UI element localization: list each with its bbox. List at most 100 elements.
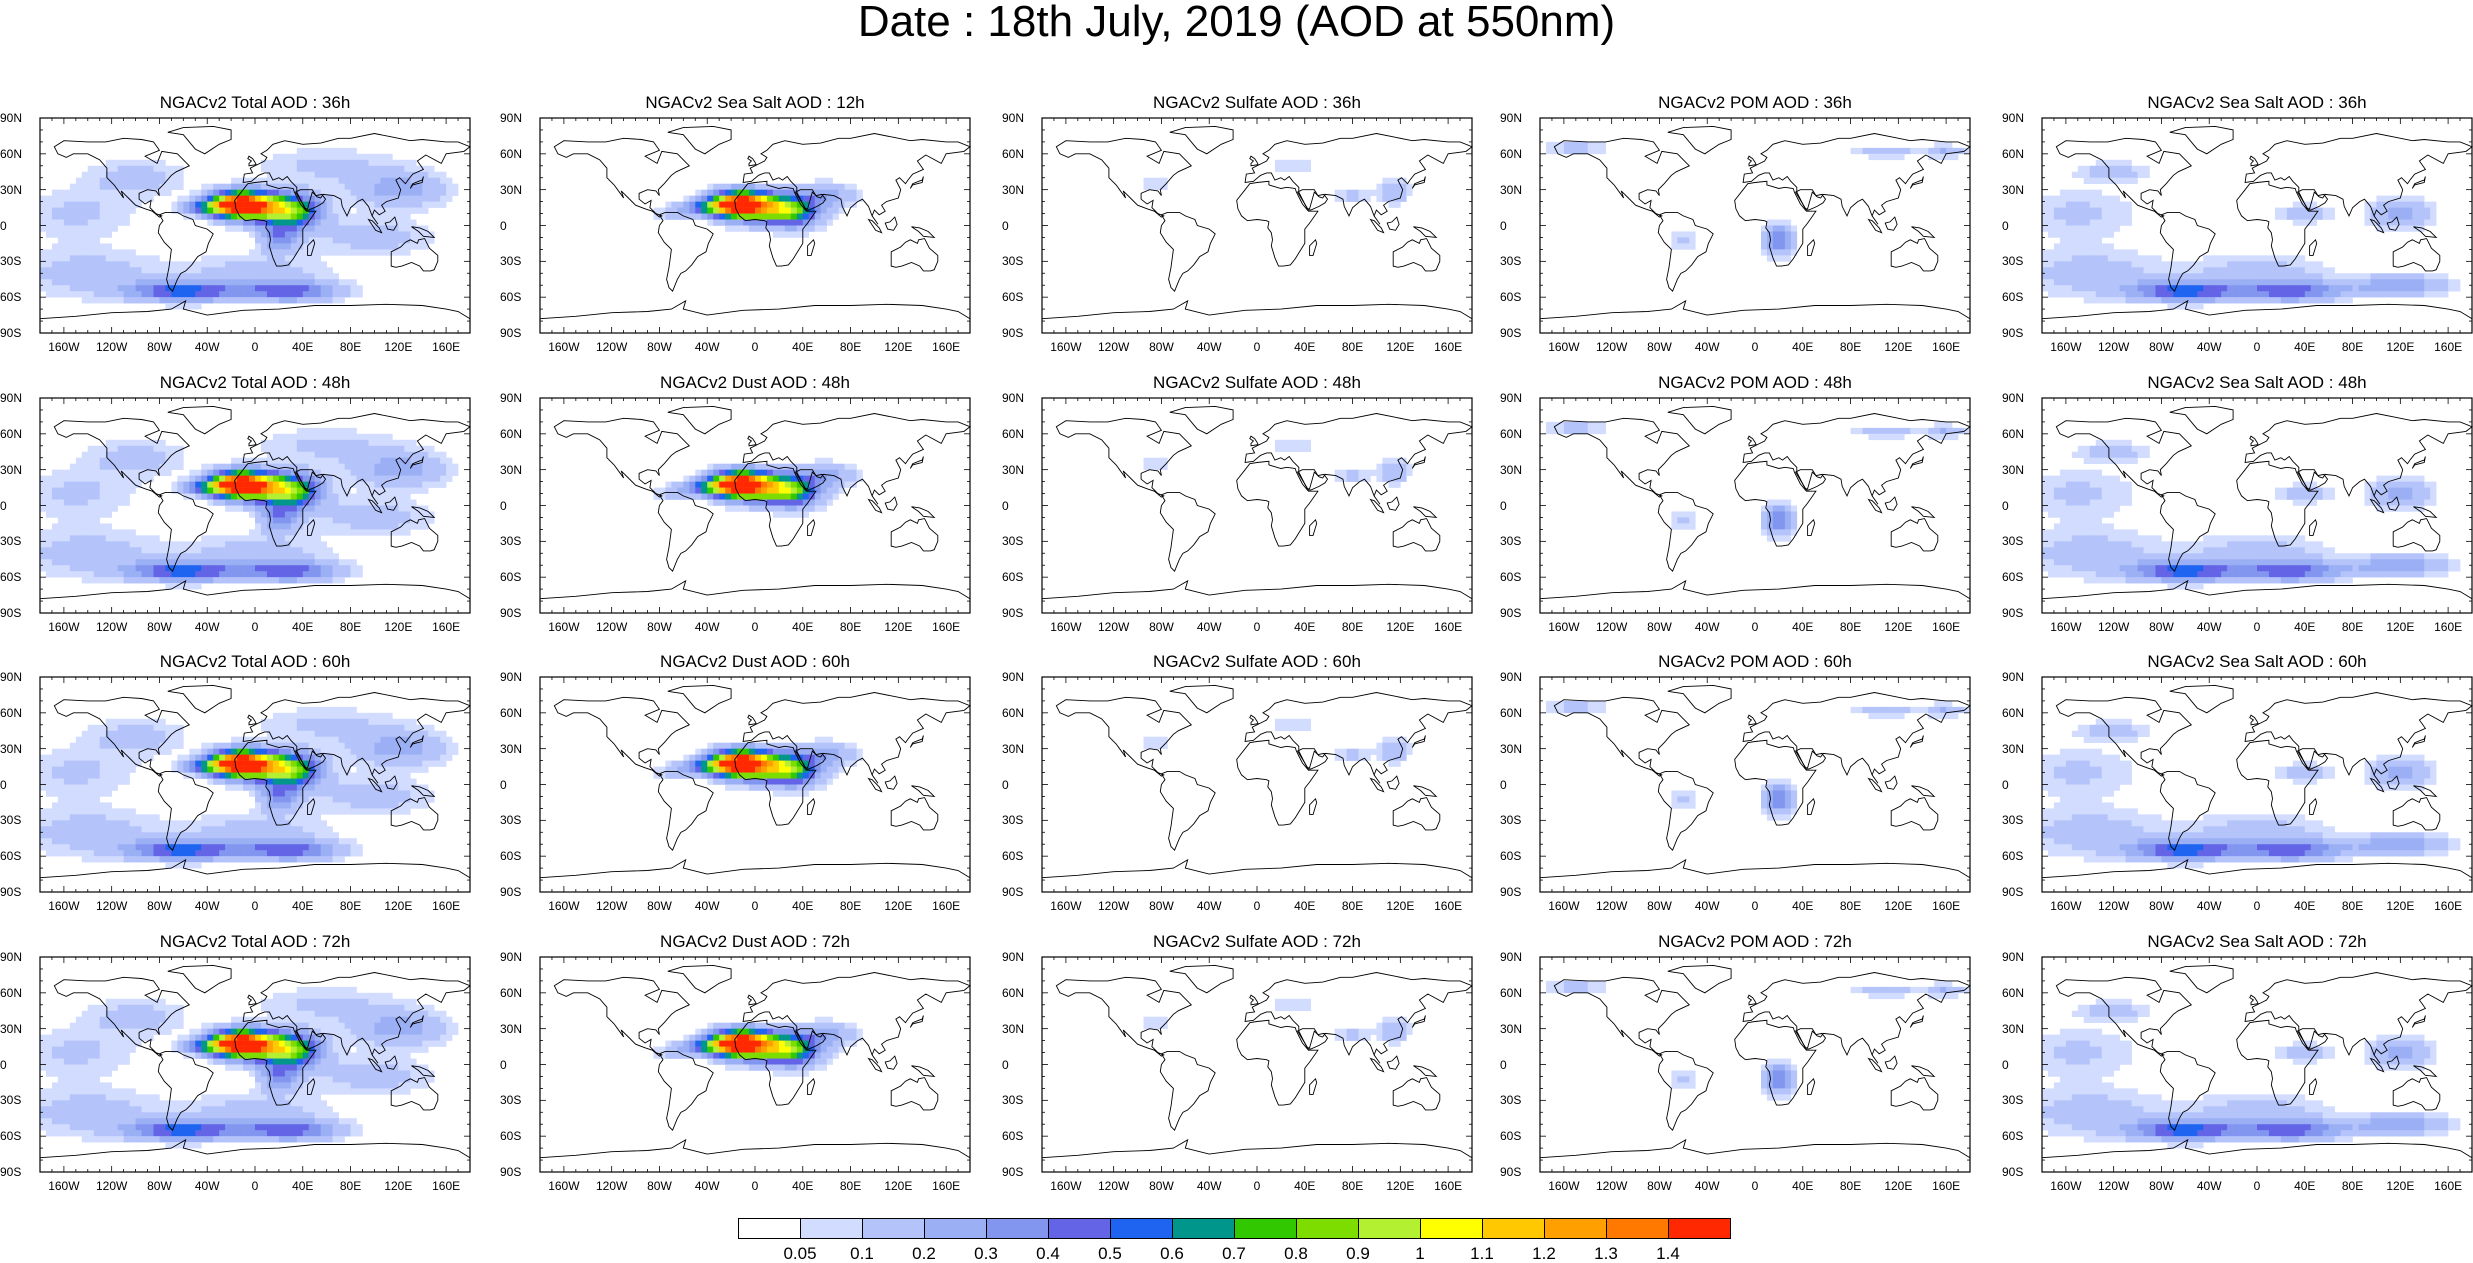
aod-cell <box>225 494 231 500</box>
aod-cell <box>2138 571 2144 577</box>
aod-cell <box>2341 565 2347 571</box>
aod-cell <box>76 226 82 232</box>
aod-map <box>2042 398 2472 613</box>
aod-cell <box>1671 517 1677 523</box>
aod-cell <box>725 196 731 202</box>
aod-cell <box>452 190 458 196</box>
aod-cell <box>201 571 207 577</box>
aod-cell <box>297 220 303 226</box>
aod-cell <box>261 249 267 255</box>
aod-cell <box>2388 273 2394 279</box>
aod-cell <box>118 529 124 535</box>
aod-cell <box>1359 470 1365 476</box>
aod-cell <box>2084 494 2090 500</box>
aod-cell <box>2138 297 2144 303</box>
aod-cell <box>695 196 701 202</box>
aod-cell <box>243 202 249 208</box>
aod-cell <box>339 464 345 470</box>
aod-cell <box>357 172 363 178</box>
aod-cell <box>2365 559 2371 565</box>
aod-cell <box>386 231 392 237</box>
panel-title: NGACv2 POM AOD : 48h <box>1540 373 1970 393</box>
aod-cell <box>2048 511 2054 517</box>
aod-cell <box>2144 571 2150 577</box>
aod-cell <box>94 488 100 494</box>
aod-cell <box>183 285 189 291</box>
aod-cell <box>2066 231 2072 237</box>
aod-cell <box>261 291 267 297</box>
aod-cell <box>82 458 88 464</box>
aod-cell <box>374 529 380 535</box>
aod-cell <box>46 476 52 482</box>
aod-cell <box>2299 297 2305 303</box>
aod-cell <box>321 237 327 243</box>
aod-cell <box>1570 422 1576 428</box>
aod-cell <box>297 291 303 297</box>
aod-cell <box>2299 553 2305 559</box>
aod-cell <box>58 565 64 571</box>
aod-cell <box>142 178 148 184</box>
aod-cell <box>410 231 416 237</box>
aod-cell <box>94 273 100 279</box>
aod-cell <box>779 220 785 226</box>
aod-cell <box>243 571 249 577</box>
aod-cell <box>321 458 327 464</box>
aod-cell <box>2078 559 2084 565</box>
aod-cell <box>380 166 386 172</box>
aod-cell <box>1791 523 1797 529</box>
aod-cell <box>106 500 112 506</box>
aod-cell <box>52 506 58 512</box>
aod-cell <box>279 541 285 547</box>
aod-cell <box>315 154 321 160</box>
aod-cell <box>767 476 773 482</box>
aod-cell <box>64 226 70 232</box>
aod-cell <box>749 482 755 488</box>
aod-cell <box>76 535 82 541</box>
aod-cell <box>213 565 219 571</box>
aod-cell <box>2138 166 2144 172</box>
aod-cell <box>112 261 118 267</box>
aod-cell <box>321 452 327 458</box>
aod-cell <box>118 291 124 297</box>
aod-cell <box>189 196 195 202</box>
aod-cell <box>189 559 195 565</box>
aod-cell <box>398 517 404 523</box>
aod-cell <box>1564 142 1570 148</box>
aod-cell <box>2132 178 2138 184</box>
aod-cell <box>327 243 333 249</box>
aod-cell <box>106 547 112 553</box>
aod-cell <box>1388 482 1394 488</box>
aod-cell <box>2155 291 2161 297</box>
aod-cell <box>2066 517 2072 523</box>
aod-cell <box>46 559 52 565</box>
aod-cell <box>422 482 428 488</box>
aod-cell <box>321 279 327 285</box>
aod-cell <box>398 178 404 184</box>
aod-cell <box>357 488 363 494</box>
coastline <box>912 507 935 518</box>
aod-cell <box>2126 494 2132 500</box>
aod-cell <box>1934 142 1940 148</box>
aod-cell <box>315 255 321 261</box>
aod-cell <box>58 529 64 535</box>
lon-tick-label: 80E <box>1333 621 1373 633</box>
aod-cell <box>291 154 297 160</box>
aod-cell <box>159 440 165 446</box>
aod-cell <box>1353 476 1359 482</box>
aod-map <box>2042 118 2472 333</box>
aod-cell <box>2054 196 2060 202</box>
aod-cell <box>428 476 434 482</box>
aod-cell <box>2108 440 2114 446</box>
aod-cell <box>112 470 118 476</box>
aod-cell <box>707 184 713 190</box>
map-frame <box>40 398 470 613</box>
aod-cell <box>2370 291 2376 297</box>
aod-cell <box>2102 452 2108 458</box>
aod-cell <box>219 291 225 297</box>
aod-cell <box>2114 255 2120 261</box>
aod-cell <box>249 196 255 202</box>
aod-cell <box>279 196 285 202</box>
aod-cell <box>2132 273 2138 279</box>
aod-cell <box>1353 190 1359 196</box>
aod-cell <box>2406 476 2412 482</box>
